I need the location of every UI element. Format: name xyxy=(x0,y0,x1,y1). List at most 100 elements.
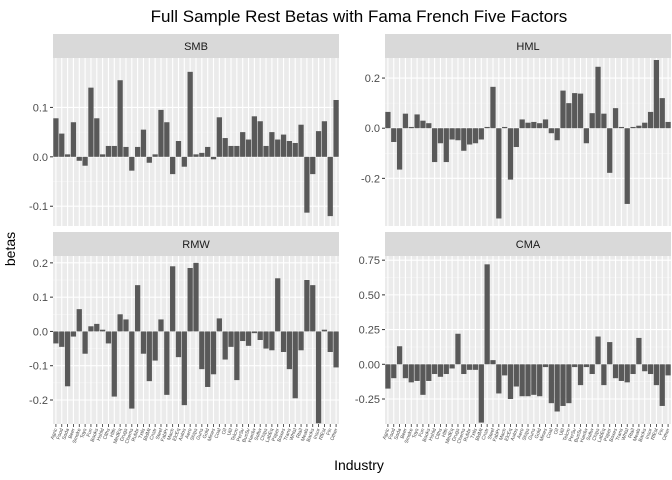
y-tick-label: -0.2 xyxy=(361,173,380,185)
bar-whlsl xyxy=(624,364,630,383)
bar-guns xyxy=(199,152,205,157)
bar-bussv xyxy=(245,139,252,157)
y-tick-label: 0.1 xyxy=(33,292,48,304)
bar-boxes xyxy=(280,331,287,352)
bar-fin xyxy=(659,364,665,406)
bar-ships xyxy=(525,122,531,129)
bar-medeq xyxy=(117,314,123,332)
y-tick-label: -0.1 xyxy=(29,361,48,373)
bar-bldmt xyxy=(478,364,484,423)
bar-drugs xyxy=(123,319,129,332)
x-tick-label-util: Util xyxy=(558,428,566,437)
bar-util xyxy=(560,364,566,406)
facet-panels: SMB -0.1 0.0 0.1 HML -0.2 0.0 0.2 RMW -0.2 -0.1 0.0… xyxy=(29,34,672,445)
bar-rtail xyxy=(630,126,636,129)
facet-panel-smb: SMB -0.1 0.0 0.1 xyxy=(29,34,339,226)
x-tick-label-oil: Oil xyxy=(553,428,561,436)
bar-rubbr xyxy=(467,128,473,145)
x-tick-label-fin: Fin xyxy=(326,427,334,436)
bar-chems xyxy=(129,156,135,171)
bar-beer xyxy=(402,113,409,129)
x-tick-label-gold: Gold xyxy=(534,427,543,439)
bar-steel xyxy=(158,109,164,157)
x-tick-label-drugs: Drugs xyxy=(119,427,129,442)
bar-meals xyxy=(636,337,642,365)
x-tick-label-telcm: Telcm xyxy=(230,428,240,442)
bar-ships xyxy=(525,364,531,397)
bar-beer xyxy=(402,364,409,379)
bar-fabpr xyxy=(496,128,502,219)
bar-hardw xyxy=(251,331,257,334)
x-tick-label-elceq: ElcEq xyxy=(172,427,182,442)
bar-coal xyxy=(548,364,554,404)
bar-agric xyxy=(385,364,391,389)
bar-persv xyxy=(240,331,246,342)
bar-oil xyxy=(554,128,560,141)
bar-labeq xyxy=(601,113,607,129)
bar-meals xyxy=(636,125,642,129)
bar-banks xyxy=(310,285,316,332)
x-tick-label-mach: Mach xyxy=(166,427,176,441)
x-tick-label-bussv: BusSv xyxy=(573,427,584,443)
x-tick-label-mines: Mines xyxy=(207,427,217,442)
bar-hlth xyxy=(443,364,449,375)
y-tick-label: 0.0 xyxy=(33,326,48,338)
x-tick-label-txtls: Txtls xyxy=(138,427,147,439)
bar-steel xyxy=(490,86,496,129)
x-tick-label-clths: Clths xyxy=(434,427,444,440)
bar-persv xyxy=(240,132,246,157)
bar-food xyxy=(391,128,397,142)
x-tick-label-chips: Chips xyxy=(259,427,269,442)
bar-cnstr xyxy=(484,126,490,129)
x-tick-label-paper: Paper xyxy=(271,427,281,442)
x-tick-label-food: Food xyxy=(56,427,66,440)
x-tick-label-aero: Aero xyxy=(184,427,193,439)
bar-coal xyxy=(216,318,222,332)
y-tick-label: 0.50 xyxy=(359,290,380,302)
bar-mines xyxy=(542,364,549,368)
bar-txtls xyxy=(140,129,147,157)
bar-hardw xyxy=(583,364,589,368)
bar-rlest xyxy=(653,60,660,129)
strip-background xyxy=(385,34,671,58)
x-tick-label-softw: Softw xyxy=(586,427,596,441)
x-tick-label-trans: Trans xyxy=(283,427,293,441)
x-tick-label-meals: Meals xyxy=(632,427,642,442)
bar-steel xyxy=(490,360,496,365)
x-tick-label-trans: Trans xyxy=(615,427,625,441)
x-tick-label-rlest: RlEst xyxy=(650,427,660,441)
bar-books xyxy=(94,118,100,157)
x-tick-label-autos: Autos xyxy=(178,427,188,442)
bar-mach xyxy=(170,156,176,175)
x-tick-label-guns: Guns xyxy=(195,427,205,441)
bar-ships xyxy=(193,262,199,332)
x-tick-label-fabpr: FabPr xyxy=(492,427,502,442)
strip-background xyxy=(385,232,671,256)
x-tick-label-mach: Mach xyxy=(498,427,508,441)
strip-background xyxy=(53,34,339,58)
bar-chems xyxy=(461,364,467,375)
chart-title: Full Sample Rest Betas with Fama French … xyxy=(151,7,568,26)
bar-oil xyxy=(222,138,228,157)
bar-toys xyxy=(82,156,88,166)
bar-fabpr xyxy=(496,364,502,394)
x-tick-label-rubbr: Rubbr xyxy=(463,427,473,442)
bar-fun xyxy=(88,87,94,157)
bar-elceq xyxy=(175,331,182,358)
bar-agric xyxy=(53,331,59,344)
bar-insur xyxy=(647,111,654,129)
bar-rtail xyxy=(630,364,636,375)
bar-softw xyxy=(589,364,595,375)
bar-paper xyxy=(607,128,613,173)
bar-books xyxy=(426,364,432,381)
bar-toys xyxy=(82,331,88,354)
bar-meals xyxy=(304,156,310,213)
x-tick-label-steel: Steel xyxy=(487,428,497,441)
strip-label: CMA xyxy=(516,239,541,251)
bar-drugs xyxy=(455,128,461,141)
bar-trans xyxy=(618,364,625,381)
bar-whlsl xyxy=(624,128,630,204)
x-tick-label-banks: Banks xyxy=(306,427,317,443)
bar-fin xyxy=(659,98,665,129)
